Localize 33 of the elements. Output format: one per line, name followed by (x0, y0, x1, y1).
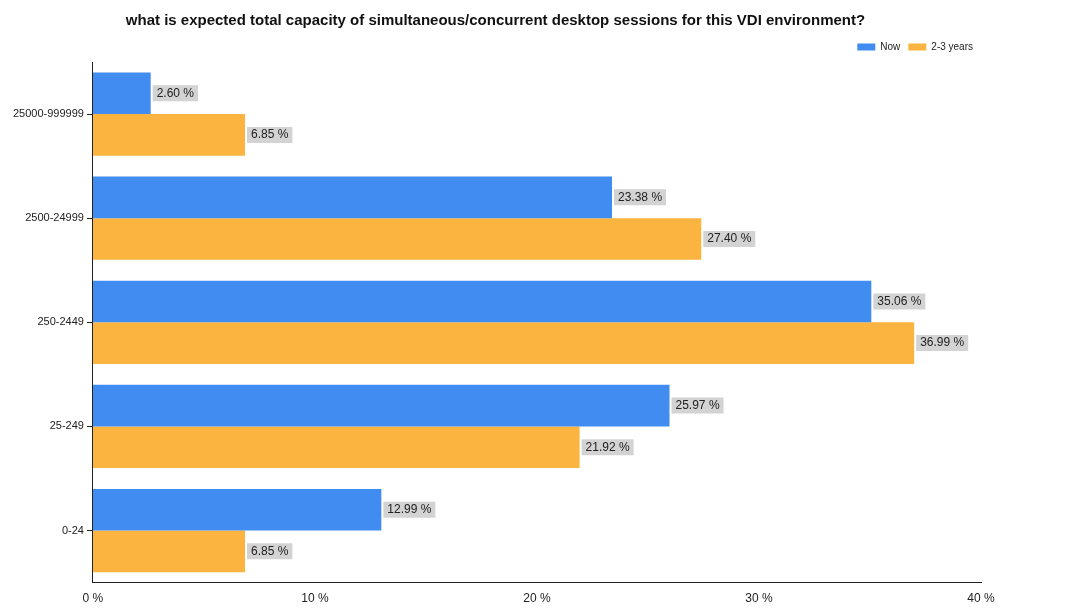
data-label: 35.06 % (877, 293, 922, 308)
data-label: 27.40 % (707, 231, 752, 246)
bar (92, 530, 246, 573)
x-tick-label: 40 % (967, 591, 995, 606)
legend-label: 2-3 years (931, 40, 973, 52)
data-label: 6.85 % (251, 543, 289, 558)
data-label: 6.85 % (251, 127, 289, 142)
bar (92, 114, 246, 156)
y-tick-label: 25000-999999 (12, 107, 84, 120)
legend-label: Now (880, 40, 902, 52)
x-tick-label: 10 % (301, 591, 329, 606)
x-tick-label: 30 % (745, 591, 773, 606)
bar (92, 280, 872, 323)
data-label: 25.97 % (675, 397, 720, 412)
y-tick-label: 0-24 (61, 523, 84, 536)
bar (92, 384, 670, 427)
bar (92, 218, 702, 260)
bar (92, 176, 613, 219)
y-tick-label: 250-2449 (37, 315, 84, 328)
data-label: 2.60 % (156, 85, 195, 100)
data-label: 36.99 % (920, 335, 965, 350)
y-tick-label: 25-249 (49, 419, 84, 432)
bar (92, 72, 151, 115)
x-tick-label: 20 % (523, 591, 551, 606)
x-tick-label: 0 % (82, 591, 104, 606)
data-label: 23.38 % (618, 189, 663, 204)
bar (92, 488, 382, 531)
y-tick-label: 2500-24999 (25, 211, 84, 224)
chart-title: what is expected total capacity of simultaneous/concurrent desktop sessions for this VDI environment? (124, 11, 866, 29)
bar (92, 426, 580, 469)
bar (92, 322, 915, 364)
data-label: 12.99 % (387, 502, 432, 517)
data-label: 21.92 % (585, 439, 630, 454)
